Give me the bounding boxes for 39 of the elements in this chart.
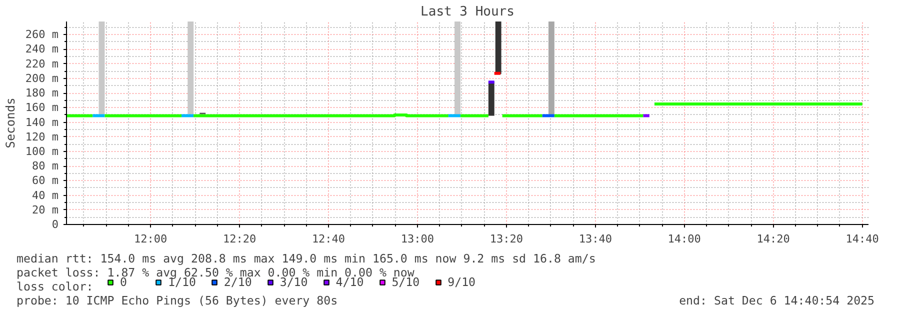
y-tick-label: 0 <box>52 218 58 231</box>
x-tick-label: 13:00 <box>400 232 434 246</box>
bar <box>98 22 105 115</box>
legend-label: 4/10 <box>336 275 364 289</box>
x-tick-label: 14:20 <box>756 232 790 246</box>
legend-title: loss color: <box>16 280 94 294</box>
y-tick-label: 120 m <box>25 130 59 144</box>
legend-label: 0 <box>120 275 127 289</box>
y-tick-label: 20 m <box>32 203 59 216</box>
y-tick-label: 200 m <box>25 72 59 85</box>
y-tick-label: 100 m <box>25 144 59 158</box>
legend-label: 5/10 <box>392 275 420 289</box>
bar <box>488 81 494 116</box>
x-tick-label: 14:40 <box>846 232 879 246</box>
x-tick-label: 12:40 <box>312 232 346 246</box>
x-tick-label: 12:00 <box>134 232 168 246</box>
text: probe: 10 ICMP Echo Pings (56 Bytes) every 80s <box>16 294 338 308</box>
y-axis-title: Seconds <box>3 98 18 148</box>
legend-label: 9/10 <box>448 275 476 289</box>
y-tick-label: 80 m <box>32 160 59 173</box>
y-tick-label: 180 m <box>25 86 59 100</box>
bar <box>495 22 502 74</box>
text: median rtt: 154.0 ms avg 208.8 ms max 149.0 ms min 165.0 ms now 9.2 ms sd 16.8 am/s <box>16 252 596 266</box>
x-tick-label: 14:00 <box>668 232 701 246</box>
y-tick-label: 160 m <box>25 101 59 114</box>
y-tick-label: 40 m <box>32 188 59 202</box>
text: end: Sat Dec 6 14:40:54 2025 <box>679 294 875 308</box>
y-tick-label: 260 m <box>25 28 59 42</box>
chart-title: Last 3 Hours <box>420 4 514 20</box>
y-tick-label: 140 m <box>25 116 59 129</box>
x-tick-label: 12:20 <box>222 232 256 246</box>
bar <box>454 22 460 115</box>
x-tick-label: 13:40 <box>578 232 612 246</box>
y-tick-label: 60 m <box>32 174 59 188</box>
x-tick-label: 13:20 <box>490 232 523 246</box>
y-tick-label: 220 m <box>25 57 59 70</box>
legend-label: 3/10 <box>280 275 308 289</box>
bar <box>188 22 194 114</box>
y-tick-label: 240 m <box>25 42 59 56</box>
